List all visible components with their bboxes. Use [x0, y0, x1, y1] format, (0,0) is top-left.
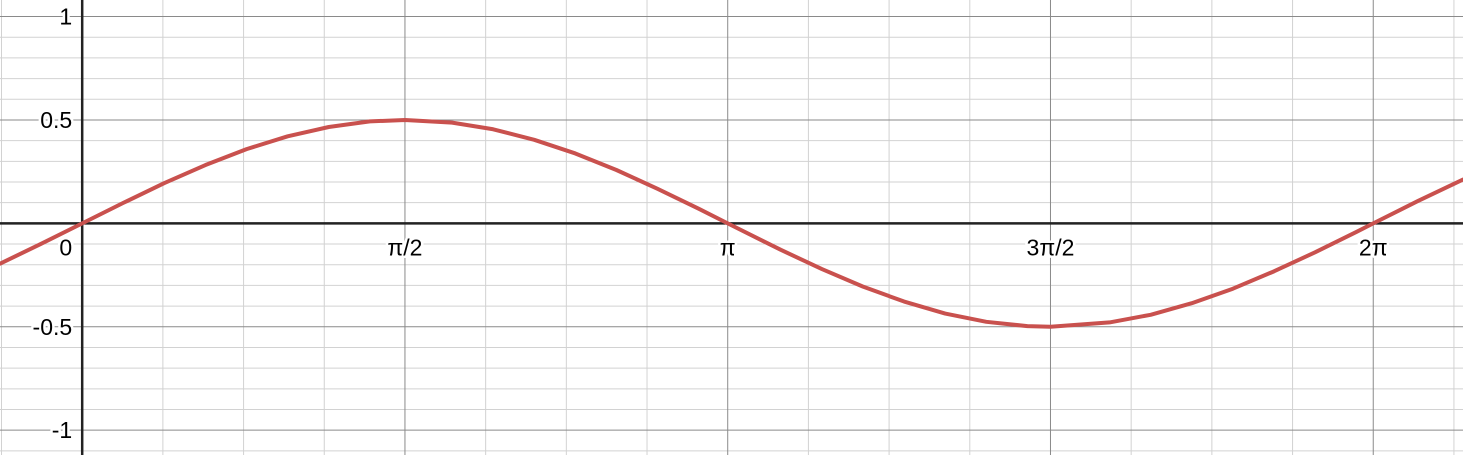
- y-tick-label: -0.5: [33, 314, 73, 340]
- y-tick-label: 0.5: [40, 107, 72, 133]
- origin-tick-label: 0: [59, 234, 72, 260]
- x-tick-label: 3π/2: [1027, 234, 1075, 260]
- x-tick-label: π/2: [387, 234, 422, 260]
- series-line-0: [0, 117, 1463, 329]
- y-tick-label: 1: [59, 4, 72, 30]
- x-tick-label: 2π: [1359, 234, 1388, 260]
- x-tick-label: π: [720, 234, 736, 260]
- y-tick-label: -1: [52, 417, 72, 443]
- tick-labels: π/2 π 3π/2 2π 0 1 0.5 -0.5 -1: [30, 1, 1390, 446]
- series-layer: [0, 117, 1463, 329]
